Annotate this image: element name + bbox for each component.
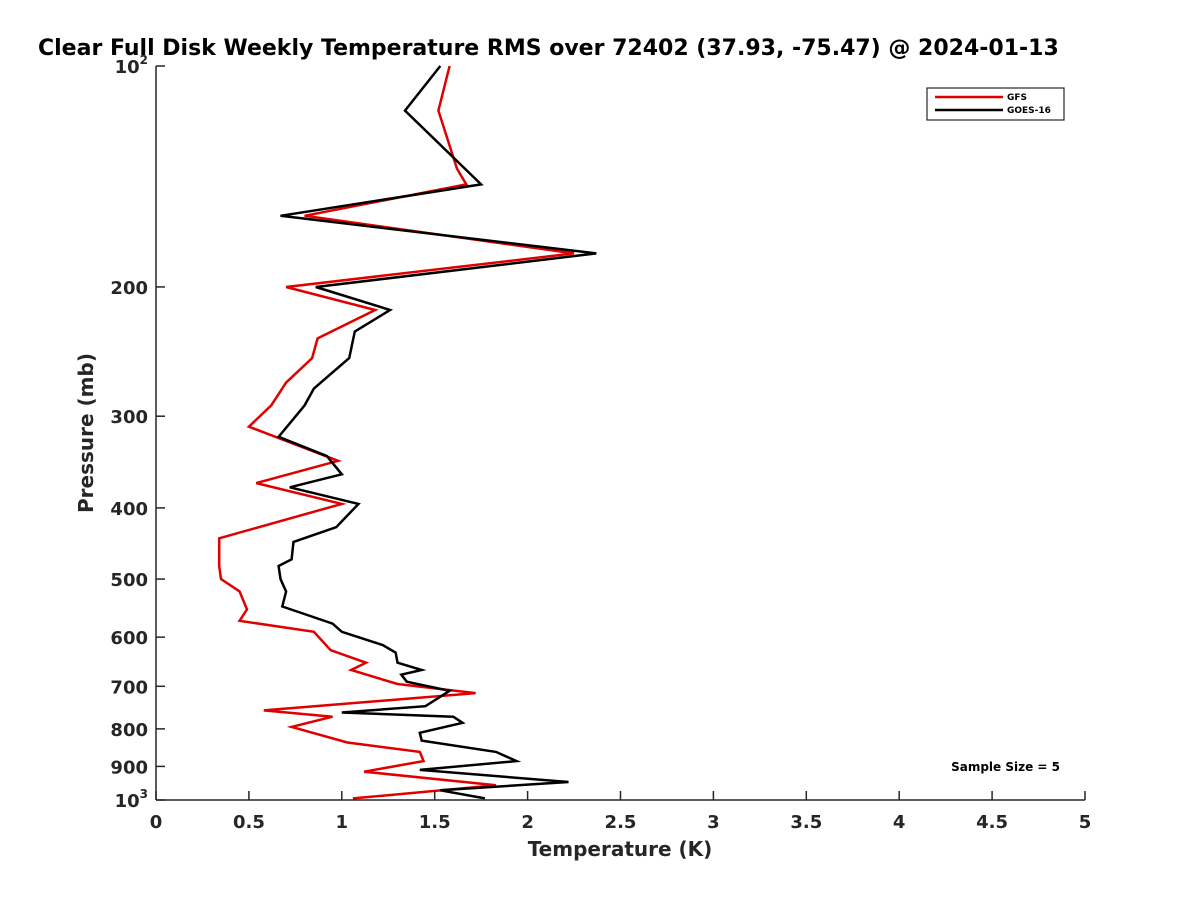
- x-tick-label: 1.5: [419, 812, 451, 833]
- y-ticks: 102 200 300 400 500 600 700 800 900 103: [110, 53, 165, 812]
- x-tick-label: 4.5: [976, 812, 1008, 833]
- y-tick-label: 700: [110, 677, 148, 698]
- y-tick-label: 900: [110, 757, 148, 778]
- y-tick-label: 103: [115, 787, 148, 812]
- x-tick-label: 5: [1079, 812, 1092, 833]
- y-tick-label: 400: [110, 499, 148, 520]
- plot-lines: [217, 65, 597, 800]
- x-axis-label: Temperature (K): [528, 837, 713, 861]
- x-tick-label: 2.5: [605, 812, 637, 833]
- x-tick-label: 0.5: [233, 812, 265, 833]
- y-axis-label: Pressure (mb): [74, 353, 98, 513]
- x-ticks: 0 0.5 1 1.5 2 2.5 3 3.5 4 4.5 5: [150, 791, 1092, 833]
- series-line-gfs: [217, 65, 575, 800]
- plot-area: [156, 66, 1085, 800]
- legend-label-gfs: GFS: [1007, 93, 1027, 103]
- x-tick-label: 3: [707, 812, 720, 833]
- x-tick-label: 4: [893, 812, 906, 833]
- x-tick-label: 1: [336, 812, 349, 833]
- y-tick-label: 200: [110, 278, 148, 299]
- y-tick-label: 800: [110, 720, 148, 741]
- legend-box: [926, 87, 1065, 121]
- x-tick-label: 3.5: [790, 812, 822, 833]
- series-line-goes16: [276, 65, 597, 800]
- y-tick-label: 300: [110, 407, 148, 428]
- y-tick-label: 600: [110, 628, 148, 649]
- legend: GFS GOES-16: [926, 87, 1065, 121]
- y-tick-label: 102: [115, 53, 148, 78]
- legend-label-goes16: GOES-16: [1007, 106, 1051, 116]
- x-tick-label: 2: [521, 812, 534, 833]
- y-tick-label: 500: [110, 570, 148, 591]
- chart-title: Clear Full Disk Weekly Temperature RMS o…: [38, 36, 1059, 61]
- sample-size-annotation: Sample Size = 5: [951, 760, 1060, 774]
- x-tick-label: 0: [150, 812, 163, 833]
